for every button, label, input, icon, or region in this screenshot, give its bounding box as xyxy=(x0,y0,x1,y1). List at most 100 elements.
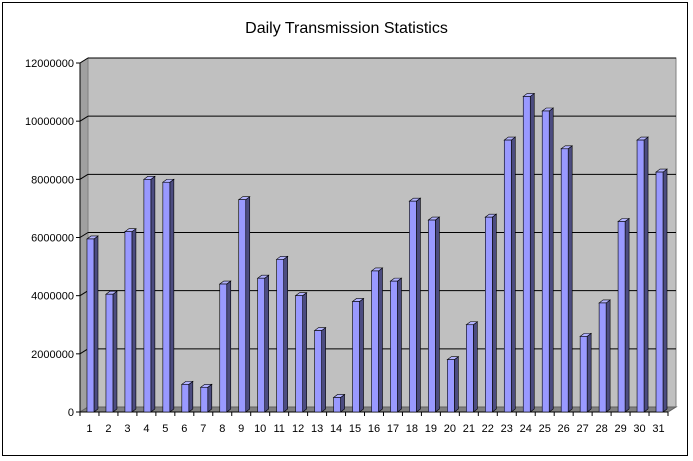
bar xyxy=(351,297,365,413)
bar xyxy=(427,216,441,413)
bar-side xyxy=(492,213,497,413)
bar-front xyxy=(238,199,247,413)
bar-side xyxy=(150,175,156,413)
bar xyxy=(86,235,99,413)
y-tick-label: 12000000 xyxy=(25,58,74,70)
bar xyxy=(313,326,327,413)
bar-front xyxy=(276,259,284,413)
x-tick-label: 6 xyxy=(181,423,187,435)
x-tick-label: 11 xyxy=(273,423,284,435)
bar xyxy=(484,213,498,413)
bar xyxy=(522,92,536,413)
x-tick-label: 29 xyxy=(614,423,626,435)
x-tick-labels: 1 2 3 4 5 6 7 8 9 10 11 12 13 14 15 16 17 18 19 20 21 22 23 24 2… xyxy=(86,423,664,435)
bar-side xyxy=(359,297,364,413)
bar-side xyxy=(207,383,213,413)
bar xyxy=(105,290,118,413)
bar-front xyxy=(598,302,607,413)
bar-front xyxy=(522,96,531,413)
bar-side xyxy=(378,267,383,413)
bar-side xyxy=(226,280,232,413)
x-tick-label: 15 xyxy=(349,423,361,435)
bar xyxy=(598,299,612,413)
bar-front xyxy=(219,283,228,413)
bar xyxy=(389,277,403,413)
gridline-side xyxy=(79,115,89,122)
bar-front xyxy=(560,148,569,413)
bar-side xyxy=(283,255,288,413)
bar xyxy=(161,178,175,413)
bar xyxy=(180,380,194,413)
bar-side xyxy=(245,196,251,413)
bar-side xyxy=(473,321,478,413)
bar-front xyxy=(579,336,588,413)
x-tick-label: 2 xyxy=(105,423,111,435)
bar xyxy=(465,321,479,413)
bar-side xyxy=(605,299,611,413)
bar-front xyxy=(333,397,341,413)
bar xyxy=(256,274,270,413)
bar-front xyxy=(124,231,133,413)
gridline-side xyxy=(79,290,89,297)
bar-front xyxy=(503,139,512,413)
bar xyxy=(541,107,555,413)
bar-front xyxy=(352,301,360,413)
bar xyxy=(332,393,346,413)
bar-side xyxy=(548,107,554,413)
x-tick-label: 1 xyxy=(86,423,92,435)
bar xyxy=(142,175,156,413)
x-tick-label: 25 xyxy=(539,423,551,435)
chart-title: Daily Transmission Statistics xyxy=(245,20,448,37)
bar-side xyxy=(112,290,118,413)
bar-side xyxy=(416,197,421,413)
x-tick-label: 8 xyxy=(219,423,225,435)
x-tick-label: 3 xyxy=(124,423,130,435)
bar xyxy=(199,383,213,413)
x-tick-label: 14 xyxy=(330,423,342,435)
bar xyxy=(124,228,137,413)
gridline-side xyxy=(79,348,89,355)
x-tick-label: 23 xyxy=(501,423,513,435)
x-tick-label: 13 xyxy=(311,423,323,435)
bar-side xyxy=(454,356,459,413)
bar-front xyxy=(428,219,436,413)
bar-front xyxy=(143,179,152,413)
x-tick-label: 10 xyxy=(254,423,266,435)
bar xyxy=(617,217,630,413)
bar-front xyxy=(541,110,550,413)
bar-front xyxy=(181,384,190,413)
bar xyxy=(655,168,668,413)
y-tick-label: 6000000 xyxy=(31,233,74,245)
gridline-side xyxy=(79,173,89,180)
bar-front xyxy=(409,200,417,413)
bar-side xyxy=(510,136,516,413)
bar-front xyxy=(636,139,645,413)
bar-side xyxy=(435,216,440,413)
bar-front xyxy=(257,277,265,413)
bar-side xyxy=(643,136,649,413)
bar-front xyxy=(617,221,626,413)
x-tick-label: 22 xyxy=(482,423,494,435)
y-tick-label: 4000000 xyxy=(31,291,74,303)
bar-front xyxy=(371,270,379,413)
x-tick-label: 31 xyxy=(652,423,664,435)
bar xyxy=(275,255,289,413)
bar-side xyxy=(321,326,326,413)
bar-front xyxy=(447,359,455,413)
bar xyxy=(446,356,460,413)
x-tick-label: 9 xyxy=(238,423,244,435)
bar-front xyxy=(162,181,171,413)
x-tick-label: 26 xyxy=(558,423,570,435)
bar-front xyxy=(314,330,322,413)
bar-front xyxy=(86,238,95,413)
bar-front xyxy=(485,216,493,413)
x-tick-label: 21 xyxy=(463,423,475,435)
bar-side xyxy=(302,292,307,413)
x-tick-label: 27 xyxy=(577,423,589,435)
bar-front xyxy=(105,293,114,413)
bar xyxy=(218,280,232,413)
bar xyxy=(408,197,422,413)
bar-front xyxy=(295,295,303,413)
bar xyxy=(503,136,517,413)
x-tick-label: 12 xyxy=(292,423,304,435)
